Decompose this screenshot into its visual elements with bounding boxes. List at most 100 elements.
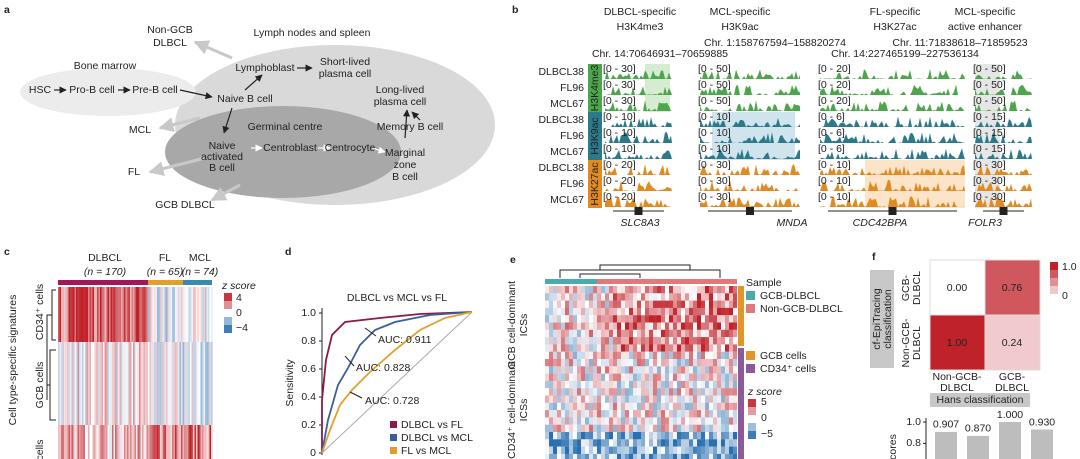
heat-cell <box>685 315 690 323</box>
heat-cell <box>577 351 582 360</box>
heat-cell <box>685 446 690 454</box>
label: GCB- <box>900 274 912 301</box>
heat-cell <box>151 287 153 342</box>
track-range: [0 - 15] <box>973 127 1006 139</box>
heat-cell <box>593 432 598 440</box>
heat-cell <box>593 337 598 345</box>
heat-cell <box>677 388 682 396</box>
label: z score <box>221 280 256 292</box>
heat-cell <box>709 315 714 323</box>
heat-cell <box>194 287 197 342</box>
heat-cell <box>125 287 128 342</box>
heat-cell <box>665 359 670 367</box>
heat-cell <box>649 293 654 301</box>
title-box <box>870 270 894 368</box>
colorbar <box>224 301 232 309</box>
heat-cell <box>585 380 590 389</box>
heat-cell <box>100 287 102 342</box>
heat-cell <box>697 359 702 367</box>
heat-cell <box>681 410 686 418</box>
heat-cell <box>665 446 670 454</box>
heat-cell <box>649 410 654 418</box>
sample-bar <box>649 279 653 284</box>
heat-cell <box>621 395 626 403</box>
sample-bar <box>593 279 597 284</box>
heat-cell <box>553 439 558 447</box>
heat-cell <box>729 410 734 418</box>
heat-cell <box>697 351 702 360</box>
heat-cell <box>673 344 678 352</box>
heat-cell <box>188 425 191 459</box>
heat-cell <box>621 307 626 316</box>
heat-cell <box>605 373 610 381</box>
track-range: [0 - 10] <box>603 143 636 155</box>
heat-cell <box>677 307 682 316</box>
heat-cell <box>589 293 594 301</box>
heat-cell <box>577 344 582 352</box>
exon <box>888 207 897 215</box>
heat-cell <box>158 342 161 425</box>
heat-cell <box>669 337 674 345</box>
heat-cell <box>589 351 594 360</box>
heat-cell <box>199 287 201 342</box>
signal-track <box>820 101 965 111</box>
label: Chr. 14:227465199–227536134 <box>831 48 979 60</box>
heat-cell <box>613 402 618 411</box>
heat-cell <box>585 344 590 352</box>
heat-cell <box>86 342 89 425</box>
heat-cell <box>545 446 550 454</box>
heat-cell <box>725 402 730 411</box>
heat-cell <box>645 322 650 330</box>
label: Naive B cell <box>217 93 272 105</box>
heat-cell <box>617 402 622 411</box>
legend-label: CD34⁺ cells <box>760 363 816 375</box>
heat-cell <box>187 287 189 342</box>
heat-cell <box>629 432 634 440</box>
sample-label: FL96 <box>560 178 584 190</box>
heat-cell <box>641 432 646 440</box>
heat-cell <box>733 432 738 440</box>
heat-cell <box>179 342 182 425</box>
heat-cell <box>641 366 646 374</box>
heat-cell <box>733 351 738 360</box>
label: 0 <box>236 307 242 319</box>
heat-cell <box>641 322 646 330</box>
heat-cell <box>182 425 185 459</box>
track-range: [0 - 10] <box>698 127 731 139</box>
heat-cell <box>733 395 738 403</box>
heat-cell <box>605 446 610 454</box>
label: 0.907 <box>933 419 959 431</box>
heat-cell <box>649 417 654 425</box>
heat-cell <box>605 417 610 425</box>
heat-cell <box>569 286 574 294</box>
heat-cell <box>577 432 582 440</box>
signal-track <box>820 196 965 207</box>
heat-cell <box>701 453 706 459</box>
heat-cell <box>569 453 574 459</box>
heat-cell <box>653 424 658 433</box>
label: MCL <box>189 252 211 264</box>
gene-label: CDC42BPA <box>853 217 908 229</box>
track-range: [0 - 10] <box>603 127 636 139</box>
heat-cell <box>693 359 698 367</box>
side-bar <box>738 348 744 459</box>
heat-cell <box>593 380 598 389</box>
signal-track <box>975 100 1032 111</box>
heat-cell <box>193 425 195 459</box>
heat-cell <box>59 287 62 342</box>
heat-cell <box>721 337 726 345</box>
sample-bar <box>697 279 701 284</box>
heat-cell <box>609 424 614 433</box>
sample-bar <box>693 279 697 284</box>
heat-cell <box>669 373 674 381</box>
heat-cell <box>701 300 706 308</box>
heat-cell <box>617 329 622 338</box>
heat-cell <box>197 287 200 342</box>
heat-cell <box>649 315 654 323</box>
heat-cell <box>621 344 626 352</box>
heat-cell <box>673 359 678 367</box>
heat-cell <box>581 344 586 352</box>
heat-cell <box>689 315 694 323</box>
heat-cell <box>697 410 702 418</box>
panel-a-shapes <box>20 40 495 205</box>
